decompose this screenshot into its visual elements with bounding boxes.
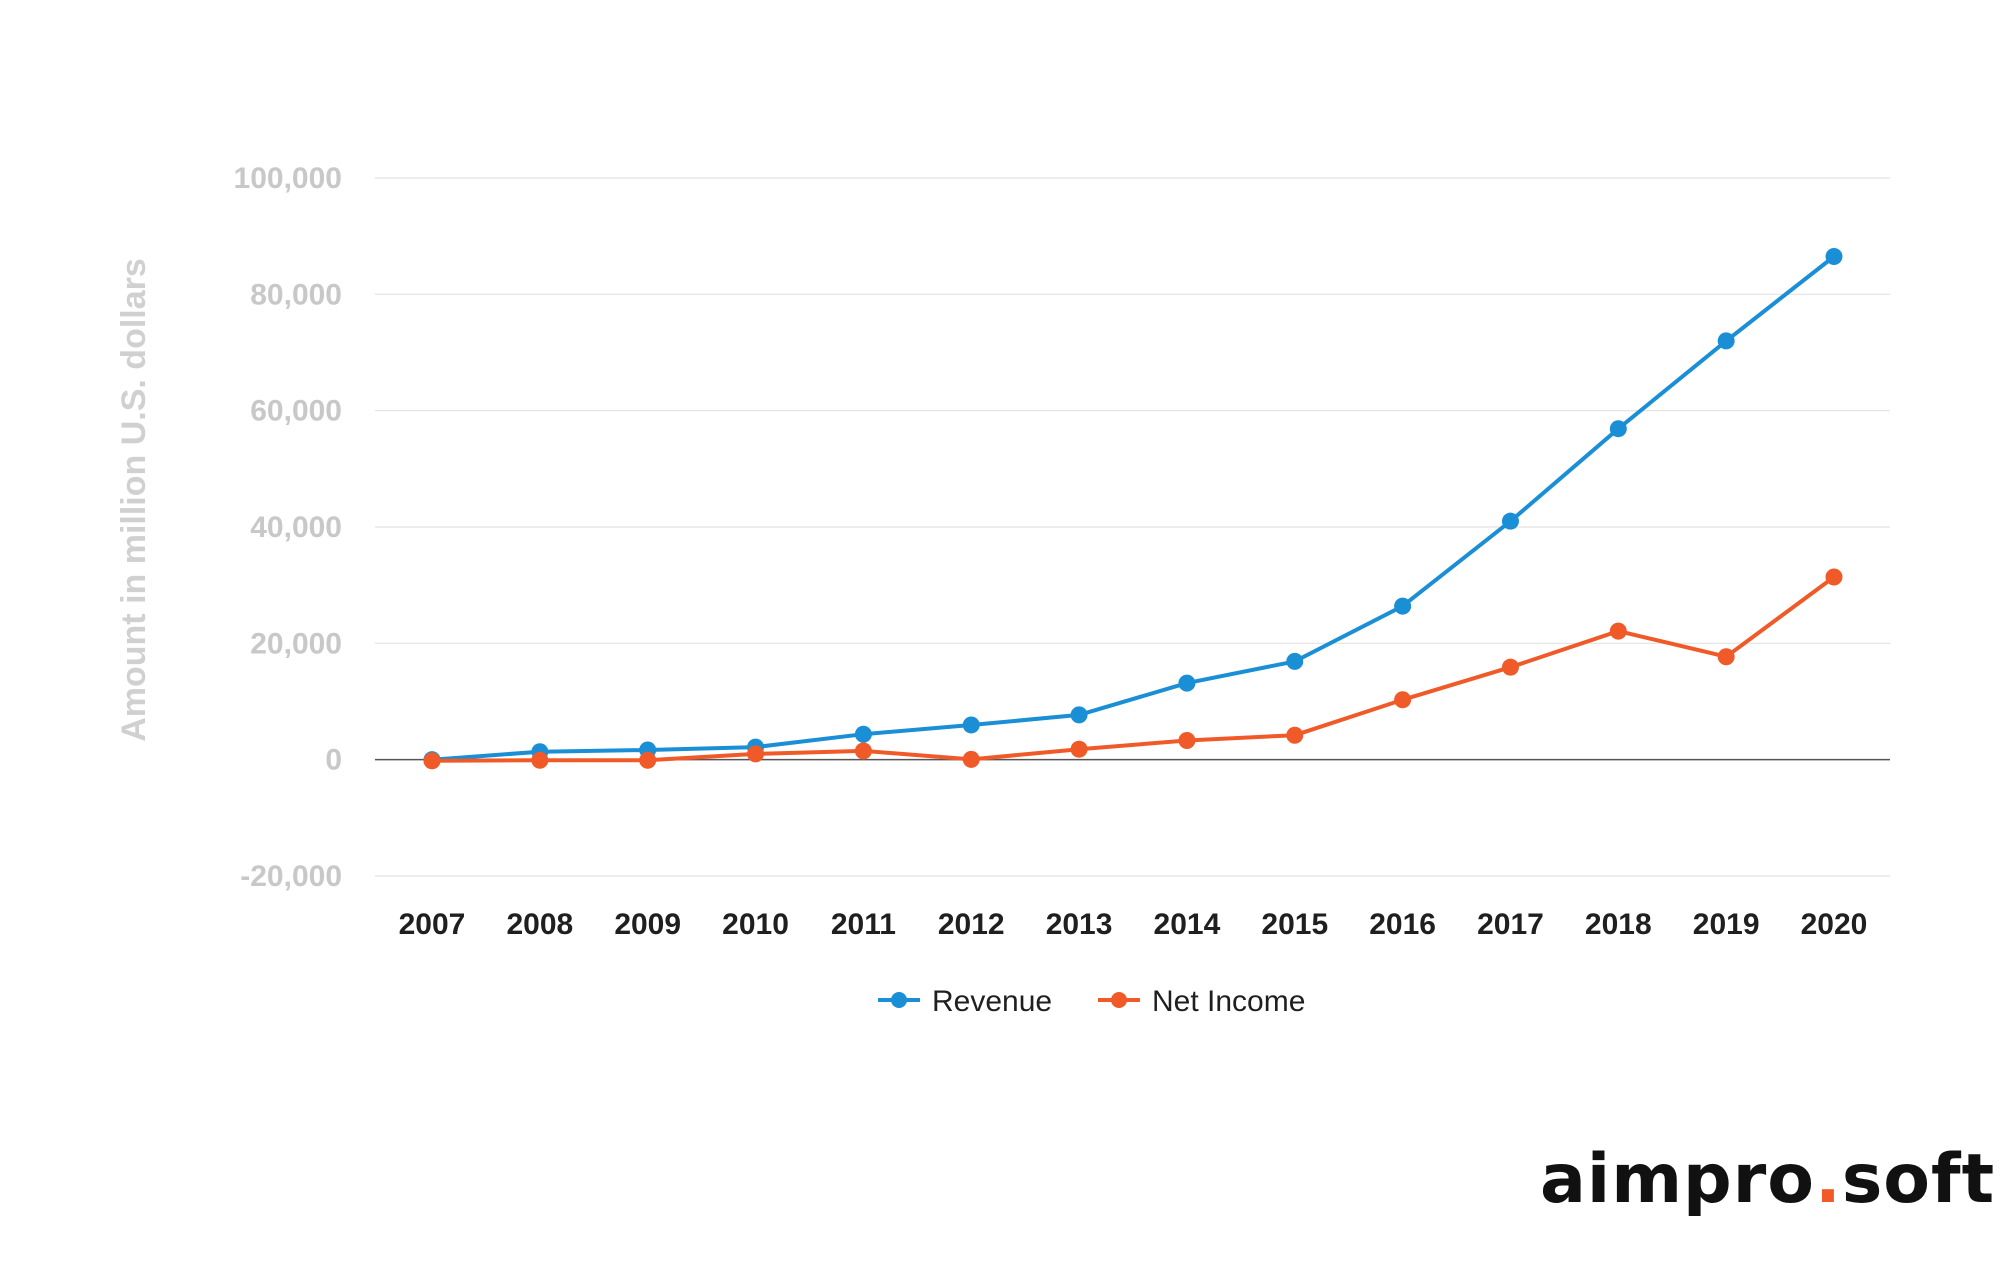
net-income-point xyxy=(1717,648,1735,666)
legend-net-income-label: Net Income xyxy=(1152,985,1305,1018)
net-income-point xyxy=(1178,731,1196,749)
revenue-point xyxy=(1286,652,1304,670)
x-tick-label: 2012 xyxy=(938,908,1005,941)
x-tick-label: 2007 xyxy=(399,908,466,941)
revenue-point xyxy=(1717,332,1735,350)
net-income-point xyxy=(1825,568,1843,586)
brand-logo: aimpro.soft xyxy=(1540,1140,1995,1219)
x-tick-label: 2017 xyxy=(1477,908,1544,941)
net-income-point xyxy=(423,752,441,770)
y-tick-label: 40,000 xyxy=(250,511,342,544)
net-income-point xyxy=(1286,726,1304,744)
net-income-point xyxy=(1394,691,1412,709)
x-tick-label: 2018 xyxy=(1585,908,1652,941)
revenue-point xyxy=(1825,248,1843,266)
x-tick-label: 2008 xyxy=(506,908,573,941)
x-tick-label: 2013 xyxy=(1046,908,1113,941)
legend-revenue-label: Revenue xyxy=(932,985,1052,1018)
y-tick-label: -20,000 xyxy=(240,860,342,893)
logo-text-2: soft xyxy=(1841,1140,1996,1219)
legend-revenue-swatch-dot xyxy=(891,992,907,1008)
revenue-point xyxy=(1178,674,1196,692)
y-axis-label: Amount in million U.S. dollars xyxy=(115,258,153,742)
y-tick-label: 100,000 xyxy=(234,162,342,195)
x-tick-label: 2016 xyxy=(1369,908,1436,941)
x-tick-label: 2010 xyxy=(722,908,789,941)
x-tick-label: 2009 xyxy=(614,908,681,941)
gridlines xyxy=(375,177,1890,877)
x-tick-label: 2020 xyxy=(1801,908,1868,941)
revenue-point xyxy=(1501,512,1519,530)
net-income-point xyxy=(1501,658,1519,676)
x-tick-label: 2011 xyxy=(831,908,896,941)
revenue-point xyxy=(1609,420,1627,438)
series-lines xyxy=(423,248,1843,770)
revenue-point xyxy=(1394,597,1412,615)
net-income-point xyxy=(531,751,549,769)
x-tick-label: 2015 xyxy=(1261,908,1328,941)
legend-item-net-income: Net Income xyxy=(1098,985,1305,1018)
revenue-line xyxy=(431,254,1836,762)
x-tick-label: 2014 xyxy=(1154,908,1221,941)
logo-text-1: aimpro xyxy=(1540,1140,1815,1219)
net-income-line xyxy=(431,575,1836,763)
logo-dot: . xyxy=(1814,1140,1842,1219)
legend-net-income-swatch-dot xyxy=(1111,992,1127,1008)
y-tick-label: 80,000 xyxy=(250,278,342,311)
net-income-point xyxy=(639,751,657,769)
revenue-point xyxy=(854,725,872,743)
y-axis-ticks: -20,000 0 20,000 40,000 60,000 80,000 100,000 xyxy=(234,162,342,893)
legend: Revenue Net Income xyxy=(878,985,1305,1018)
x-tick-label: 2019 xyxy=(1693,908,1760,941)
legend-item-revenue: Revenue xyxy=(878,985,1052,1018)
net-income-point xyxy=(747,745,765,763)
y-tick-label: 20,000 xyxy=(250,627,342,660)
x-axis-ticks: 2007 2008 2009 2010 2011 2012 2013 2014 2015 2016… xyxy=(399,908,1868,941)
y-tick-label: 0 xyxy=(325,744,342,777)
y-tick-label: 60,000 xyxy=(250,395,342,428)
net-income-point xyxy=(1609,622,1627,640)
revenue-point xyxy=(962,716,980,734)
net-income-point xyxy=(962,750,980,768)
net-income-point xyxy=(854,742,872,760)
revenue-point xyxy=(1070,706,1088,724)
net-income-point xyxy=(1070,740,1088,758)
